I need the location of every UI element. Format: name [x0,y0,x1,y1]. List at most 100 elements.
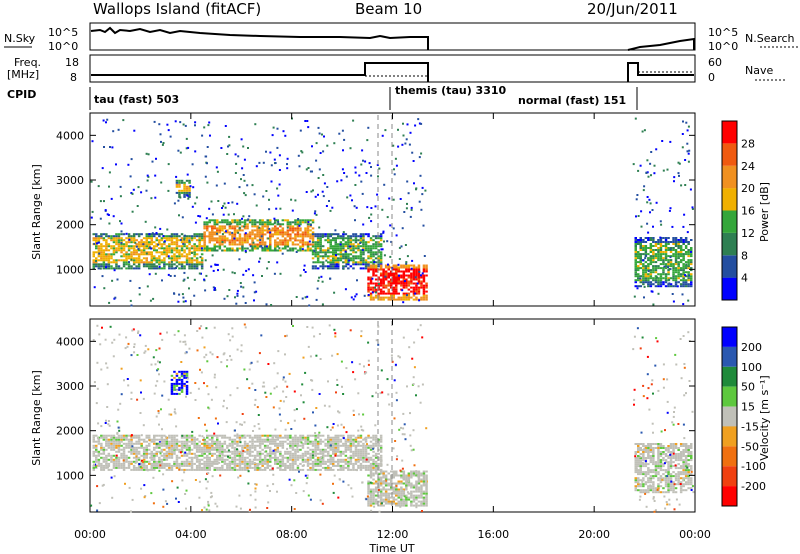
heatmap-cell [332,468,335,471]
heatmap-cell [167,273,170,276]
heatmap-cell [344,245,348,248]
heatmap-cell [633,295,636,298]
heatmap-cell [226,436,229,439]
heatmap-cell [332,458,335,461]
heatmap-cell [276,237,279,240]
heatmap-cell [422,270,426,273]
heatmap-cell [261,227,264,230]
heatmap-cell [145,436,148,439]
heatmap-cell [155,243,158,246]
heatmap-cell [668,278,671,281]
heatmap-cell [152,297,155,300]
heatmap-cell [397,494,400,497]
heatmap-cell [200,446,204,449]
heatmap-cell [334,464,337,467]
heatmap-cell [390,482,393,485]
heatmap-cell [170,442,174,445]
heatmap-cell [677,241,680,243]
heatmap-cell [402,472,406,475]
heatmap-cell [155,245,158,248]
heatmap-cell [382,486,385,489]
heatmap-cell [251,466,254,469]
heatmap-cell [102,458,106,461]
heatmap-cell [402,296,406,299]
heatmap-cell [352,466,355,469]
heatmap-cell [274,438,277,441]
heatmap-cell [425,490,428,493]
heatmap-cell [178,185,181,188]
heatmap-cell [306,120,309,122]
heatmap-cell [647,457,650,459]
heatmap-cell [158,458,161,461]
heatmap-cell [265,245,268,248]
heatmap-cell [357,255,360,258]
heatmap-cell [344,261,348,264]
heatmap-cell [655,201,658,204]
heatmap-cell [286,438,290,441]
heatmap-cell [221,221,224,224]
heatmap-cell [122,436,126,439]
heatmap-cell [379,284,383,287]
heatmap-cell [165,263,169,266]
heatmap-cell [647,257,650,260]
heatmap-cell [221,460,224,463]
heatmap-cell [155,267,158,270]
heatmap-cell [190,245,194,248]
heatmap-cell [384,129,387,132]
heatmap-cell [415,268,418,271]
heatmap-cell [132,237,136,240]
heatmap-cell [216,249,219,252]
heatmap-cell [130,440,133,443]
heatmap-cell [673,180,675,183]
heatmap-cell [261,448,264,451]
heatmap-cell [296,231,300,234]
heatmap-cell [155,464,158,467]
heatmap-cell [236,223,239,226]
heatmap-cell [248,243,252,246]
heatmap-cell [374,268,378,271]
heatmap-cell [367,284,370,287]
heatmap-cell [185,185,189,188]
heatmap-cell [362,261,365,264]
heatmap-cell [158,265,161,268]
heatmap-cell [100,452,103,455]
heatmap-cell [372,500,375,503]
heatmap-cell [183,243,186,246]
heatmap-cell [195,466,199,469]
heatmap-cell [107,249,111,252]
heatmap-cell [654,267,658,270]
heatmap-cell [644,471,648,474]
heatmap-cell [341,237,344,240]
heatmap-cell [238,229,242,232]
heatmap-cell [175,259,179,262]
heatmap-cell [296,221,300,224]
heatmap-cell [655,148,658,151]
heatmap-cell [377,237,380,240]
heatmap-cell [233,450,237,453]
heatmap-cell [342,267,345,270]
heatmap-cell [357,464,360,467]
heatmap-cell [148,263,151,266]
heatmap-cell [652,485,655,488]
heatmap-cell [233,249,237,252]
heatmap-cell [240,138,243,141]
heatmap-cell [258,460,262,463]
heatmap-cell [647,253,650,256]
heatmap-cell [424,189,427,192]
heatmap-cell [169,275,172,277]
heatmap-cell [349,147,352,150]
heatmap-cell [122,243,126,246]
heatmap-cell [669,207,672,210]
heatmap-cell [642,277,645,280]
heatmap-cell [372,464,375,467]
heatmap-cell [188,464,191,467]
heatmap-cell [241,436,244,439]
heatmap-cell [243,247,247,250]
heatmap-cell [110,438,113,441]
heatmap-cell [309,440,312,443]
heatmap-cell [130,448,133,451]
heatmap-cell [329,267,332,270]
heatmap-cell [379,438,383,441]
heatmap-cell [115,458,118,461]
heatmap-cell [175,384,179,387]
